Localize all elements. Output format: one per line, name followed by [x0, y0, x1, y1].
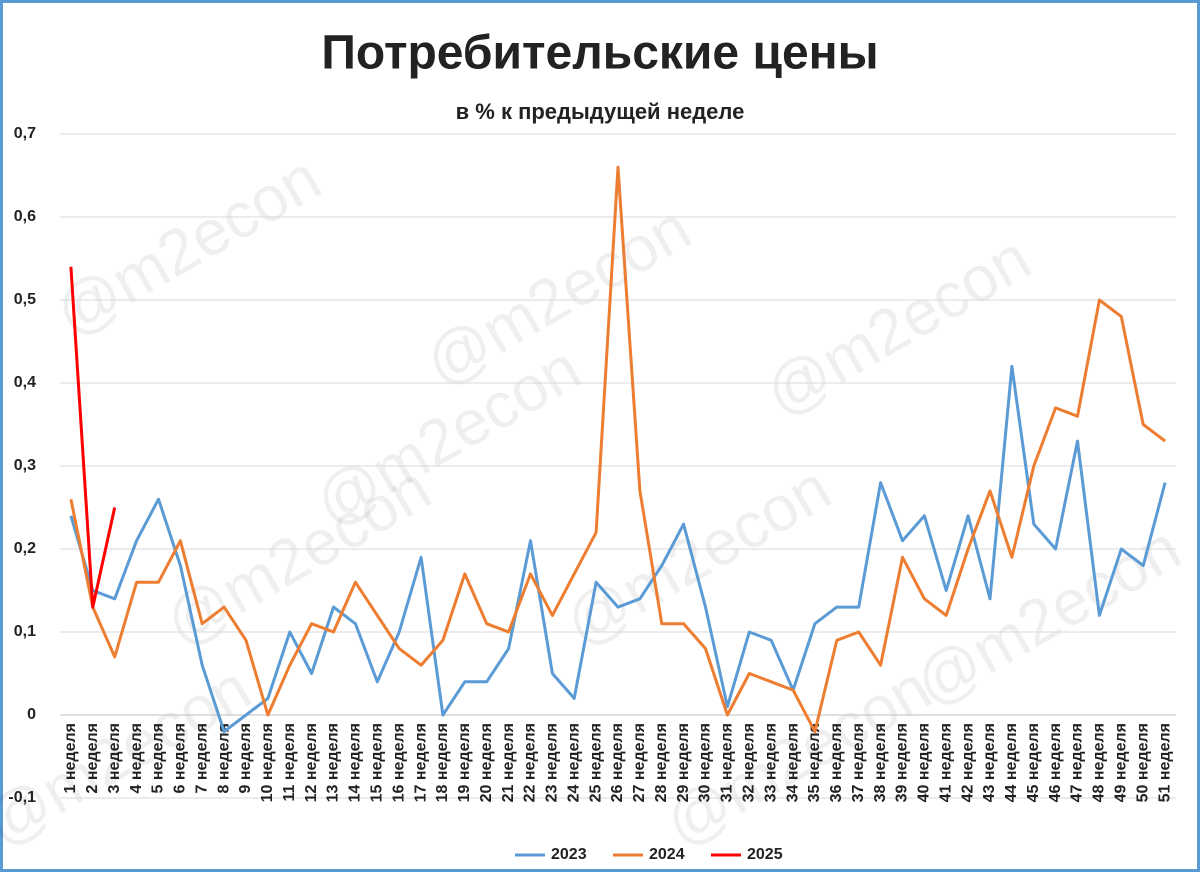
y-tick-label: 0: [27, 706, 36, 723]
x-tick-label: 35 неделя: [806, 723, 823, 802]
x-tick-label: 41 неделя: [937, 723, 954, 802]
x-tick-label: 20 неделя: [478, 723, 495, 802]
x-tick-label: 42 неделя: [959, 723, 976, 802]
x-tick-label: 11 неделя: [281, 723, 298, 801]
x-tick-label: 37 неделя: [850, 723, 867, 802]
legend-label: 2024: [649, 846, 685, 863]
x-tick-label: 7 неделя: [193, 723, 210, 793]
x-tick-label: 36 неделя: [828, 723, 845, 802]
x-tick-label: 30 неделя: [697, 723, 714, 802]
x-tick-label: 2 неделя: [84, 723, 101, 793]
x-tick-label: 16 неделя: [390, 723, 407, 802]
x-tick-label: 17 неделя: [412, 723, 429, 802]
x-tick-label: 43 неделя: [981, 723, 998, 802]
y-tick-label: -0,1: [8, 789, 36, 806]
x-tick-label: 31 неделя: [719, 723, 736, 802]
x-tick-label: 13 неделя: [325, 723, 342, 802]
x-tick-label: 34 неделя: [784, 723, 801, 802]
x-tick-label: 14 неделя: [347, 723, 364, 802]
x-tick-label: 44 неделя: [1003, 723, 1020, 802]
x-tick-label: 21 неделя: [500, 723, 517, 802]
chart-title: Потребительские цены: [321, 27, 878, 80]
y-tick-label: 0,5: [14, 291, 36, 308]
x-tick-label: 40 неделя: [916, 723, 933, 802]
x-tick-label: 23 неделя: [544, 723, 561, 802]
x-tick-label: 10 неделя: [259, 723, 276, 802]
x-tick-label: 50 неделя: [1134, 723, 1151, 802]
x-tick-label: 22 неделя: [522, 723, 539, 802]
x-tick-label: 48 неделя: [1091, 723, 1108, 802]
x-tick-label: 38 неделя: [872, 723, 889, 802]
x-tick-label: 24 неделя: [565, 723, 582, 802]
chart-subtitle: в % к предыдущей неделе: [456, 99, 745, 124]
x-tick-label: 9 неделя: [237, 723, 254, 793]
x-tick-label: 1 неделя: [62, 723, 79, 793]
x-tick-label: 15 неделя: [369, 723, 386, 802]
y-tick-label: 0,6: [14, 208, 36, 225]
series-line: [69, 364, 1167, 734]
x-tick-label: 3 неделя: [106, 723, 123, 793]
x-tick-label: 29 неделя: [675, 723, 692, 802]
y-tick-label: 0,7: [14, 125, 36, 142]
x-tick-label: 8 неделя: [215, 723, 232, 793]
x-tick-label: 28 неделя: [653, 723, 670, 802]
x-tick-label: 19 неделя: [456, 723, 473, 802]
x-tick-label: 12 неделя: [303, 723, 320, 802]
x-tick-label: 6 неделя: [172, 723, 189, 793]
x-tick-label: 27 неделя: [631, 723, 648, 802]
x-tick-label: 39 неделя: [894, 723, 911, 802]
y-tick-label: 0,4: [14, 374, 36, 391]
legend-label: 2023: [551, 846, 587, 863]
x-tick-label: 18 неделя: [434, 723, 451, 802]
x-tick-label: 4 неделя: [128, 723, 145, 793]
x-tick-label: 47 неделя: [1069, 723, 1086, 802]
series-line: [69, 266, 117, 609]
x-tick-label: 26 неделя: [609, 723, 626, 802]
x-tick-label: 25 неделя: [587, 723, 604, 802]
y-tick-label: 0,2: [14, 540, 36, 557]
y-tick-label: 0,1: [14, 623, 36, 640]
legend-label: 2025: [747, 846, 783, 863]
x-tick-label: 33 неделя: [762, 723, 779, 802]
x-tick-label: 46 неделя: [1047, 723, 1064, 802]
x-tick-label: 45 неделя: [1025, 723, 1042, 802]
y-tick-label: 0,3: [14, 457, 36, 474]
series-line: [69, 165, 1167, 734]
x-tick-label: 32 неделя: [741, 723, 758, 802]
x-tick-label: 49 неделя: [1113, 723, 1130, 802]
x-tick-label: 51 неделя: [1156, 723, 1173, 802]
x-tick-label: 5 неделя: [150, 723, 167, 793]
